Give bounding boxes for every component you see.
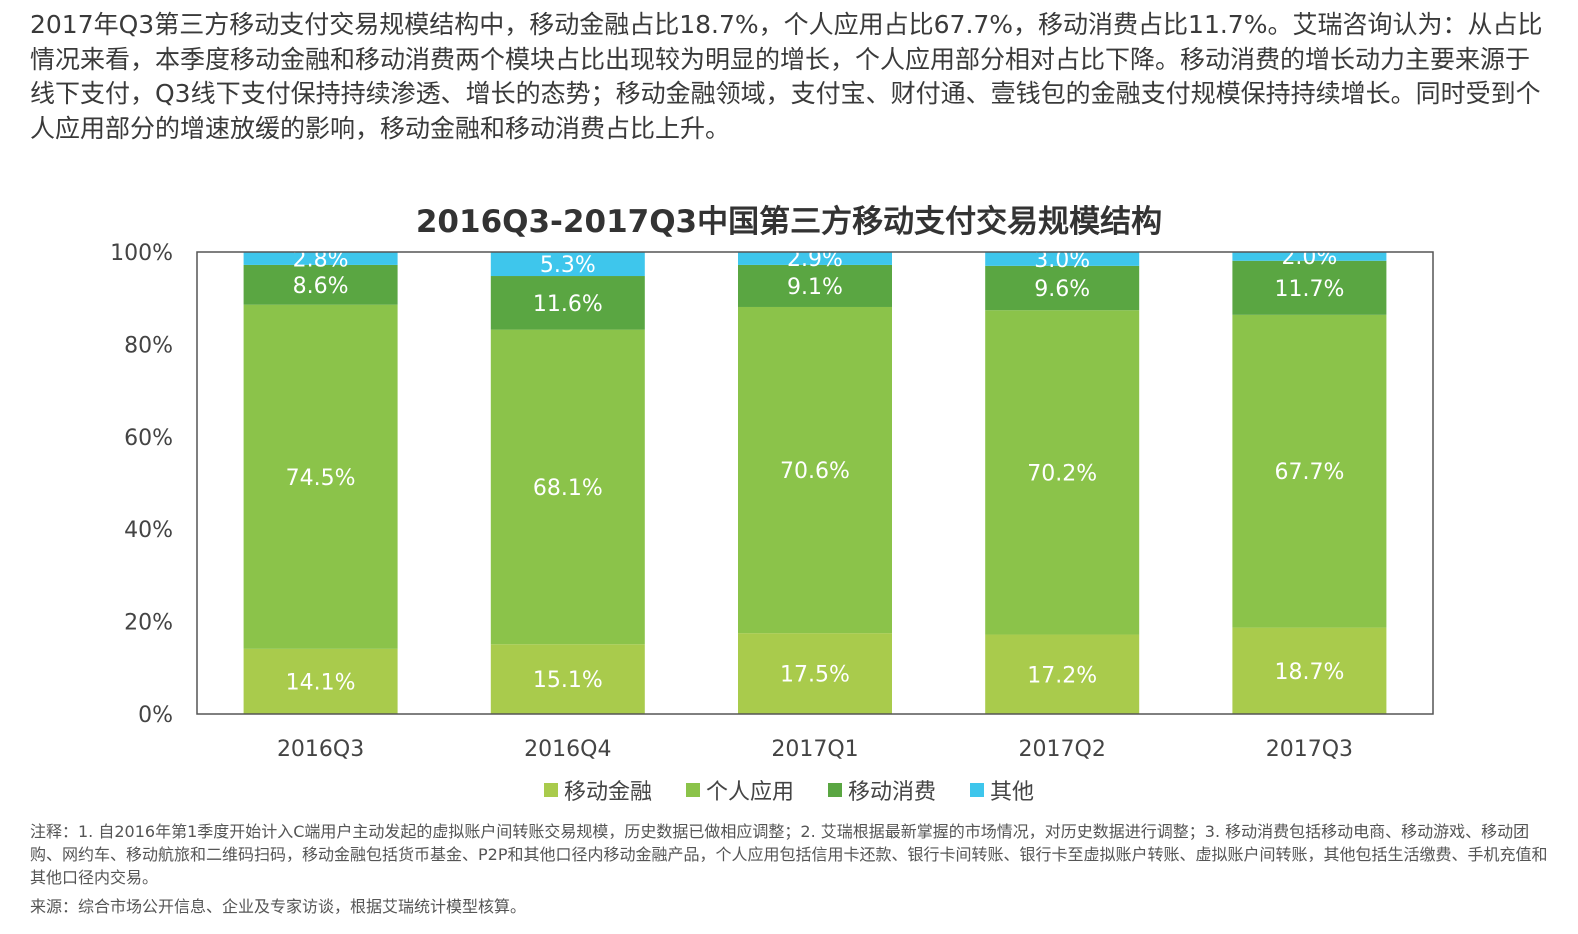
- data-label: 17.5%: [780, 663, 850, 688]
- bar-segment-1: [490, 644, 645, 714]
- legend-item-mobile-finance: 移动金融: [543, 774, 652, 806]
- data-label: 11.7%: [1274, 277, 1344, 302]
- bar-segment-3: [243, 264, 398, 305]
- y-tick-label: 100%: [110, 241, 173, 266]
- data-label: 74.5%: [286, 466, 356, 491]
- bar-segment-4: [985, 252, 1140, 266]
- data-label: 70.2%: [1027, 461, 1097, 486]
- chart-notes: 注释：1. 自2016年第1季度开始计入C端用户主动发起的虚拟账户间转账交易规模…: [30, 822, 1548, 887]
- bar-segment-2: [985, 310, 1140, 635]
- data-label: 8.6%: [293, 274, 349, 299]
- x-tick-label: 2017Q2: [1019, 737, 1106, 762]
- y-tick-label: 20%: [124, 611, 173, 636]
- data-label: 5.3%: [540, 253, 596, 278]
- bar-segment-2: [490, 329, 645, 645]
- bar-segment-3: [985, 265, 1140, 311]
- bar-segment-1: [985, 634, 1140, 714]
- legend-item-other: 其他: [970, 774, 1034, 806]
- data-label: 11.6%: [533, 292, 603, 317]
- data-label: 15.1%: [533, 668, 603, 693]
- data-label: 68.1%: [533, 476, 603, 501]
- bar-segment-1: [243, 648, 398, 714]
- bar-segment-2: [1232, 314, 1387, 628]
- bar-segment-3: [1232, 260, 1387, 315]
- bar-segment-3: [738, 264, 892, 307]
- legend-swatch-other: [970, 783, 985, 797]
- legend-label-other: 其他: [990, 780, 1035, 805]
- x-tick-label: 2016Q3: [277, 737, 364, 762]
- x-tick-label: 2017Q1: [771, 737, 858, 762]
- data-label: 18.7%: [1274, 660, 1344, 685]
- x-tick-label: 2017Q3: [1266, 737, 1353, 762]
- legend-item-mobile-consumption: 移动消费: [828, 774, 936, 806]
- legend-swatch-mobile-finance: [543, 783, 558, 797]
- y-tick-label: 80%: [124, 333, 173, 358]
- legend-swatch-mobile-consumption: [828, 783, 842, 797]
- bar-segment-1: [1232, 627, 1387, 714]
- legend-swatch-personal-app: [685, 783, 700, 797]
- legend-label-mobile-finance: 移动金融: [563, 780, 652, 805]
- data-label: 9.6%: [1034, 277, 1090, 302]
- y-tick-label: 0%: [138, 703, 173, 728]
- data-label: 67.7%: [1274, 460, 1344, 485]
- data-label: 70.6%: [780, 459, 850, 484]
- intro-paragraph: 2017年Q3第三方移动支付交易规模结构中，移动金融占比18.7%，个人应用占比…: [30, 10, 1543, 143]
- bar-segment-2: [738, 306, 892, 634]
- plot-frame: [196, 251, 1434, 715]
- y-tick-label: 40%: [124, 518, 173, 543]
- bar-segment-4: [1232, 251, 1387, 261]
- bar-segment-4: [243, 252, 398, 265]
- data-label: 2.0%: [1281, 245, 1337, 270]
- legend-item-personal-app: 个人应用: [685, 774, 794, 806]
- bar-segment-3: [490, 276, 645, 330]
- legend-label-personal-app: 个人应用: [705, 780, 794, 805]
- bar-segment-1: [738, 633, 892, 714]
- legend-label-mobile-consumption: 移动消费: [848, 780, 937, 805]
- data-label: 14.1%: [286, 670, 356, 695]
- x-tick-label: 2016Q4: [524, 737, 611, 762]
- bar-segment-4: [738, 251, 892, 265]
- y-tick-label: 60%: [124, 426, 173, 451]
- data-label: 2.8%: [293, 247, 349, 272]
- data-label: 2.9%: [787, 247, 843, 272]
- bar-segment-4: [490, 251, 645, 277]
- data-label: 9.1%: [787, 275, 843, 300]
- chart-legend: 移动金融 个人应用 移动消费 其他: [0, 774, 1578, 806]
- chart-title: 2016Q3-2017Q3中国第三方移动支付交易规模结构: [415, 204, 1163, 240]
- data-label: 17.2%: [1027, 663, 1097, 688]
- chart-source: 来源：综合市场公开信息、企业及专家访谈，根据艾瑞统计模型核算。: [30, 897, 527, 916]
- bar-segment-2: [243, 304, 398, 649]
